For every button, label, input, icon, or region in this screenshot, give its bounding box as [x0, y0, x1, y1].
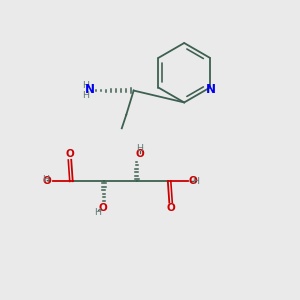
Text: H: H — [82, 92, 90, 100]
Text: O: O — [135, 149, 144, 160]
Text: H: H — [43, 175, 50, 184]
Text: O: O — [43, 176, 52, 186]
Text: H: H — [82, 81, 90, 90]
Text: O: O — [189, 176, 198, 186]
Text: N: N — [206, 82, 216, 96]
Text: H: H — [192, 177, 199, 186]
Text: N: N — [85, 83, 95, 97]
Text: O: O — [167, 203, 175, 213]
Text: O: O — [99, 203, 107, 213]
Text: H: H — [94, 208, 101, 217]
Text: H: H — [136, 144, 143, 153]
Text: O: O — [65, 149, 74, 160]
